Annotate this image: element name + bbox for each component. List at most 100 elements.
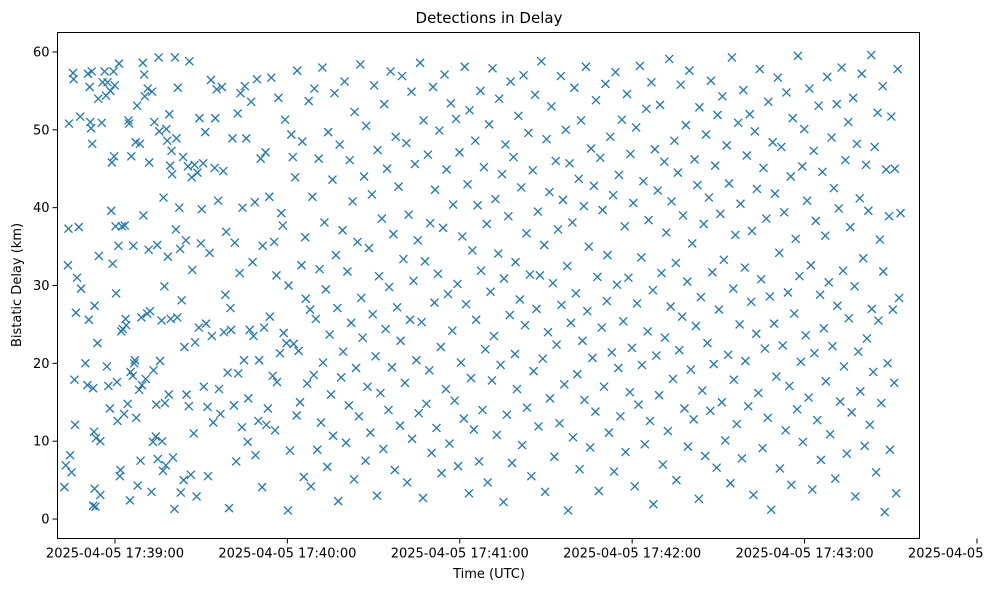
- data-point: [809, 348, 819, 358]
- data-point: [165, 161, 175, 171]
- data-point: [187, 172, 197, 182]
- data-point: [525, 270, 535, 280]
- data-point: [694, 494, 704, 504]
- data-point: [580, 395, 589, 405]
- x-tick-label: 2025-04-05 17:41:00: [391, 547, 529, 562]
- data-point: [174, 203, 184, 213]
- data-point: [651, 351, 661, 361]
- data-point: [719, 255, 729, 265]
- data-point: [590, 407, 600, 417]
- data-point: [867, 304, 877, 314]
- data-point: [84, 315, 94, 325]
- data-point: [158, 466, 168, 476]
- data-point: [760, 344, 770, 354]
- data-point: [311, 314, 321, 324]
- data-point: [763, 97, 773, 107]
- data-point: [131, 413, 141, 423]
- data-point: [151, 432, 161, 441]
- data-point: [858, 253, 868, 263]
- data-point: [832, 301, 842, 311]
- data-point: [690, 154, 699, 164]
- data-point: [88, 383, 98, 393]
- data-point: [184, 56, 194, 66]
- data-point: [288, 152, 298, 162]
- data-point: [743, 401, 753, 411]
- data-point: [806, 260, 816, 270]
- data-point: [817, 167, 827, 177]
- data-point: [522, 403, 532, 413]
- data-point: [625, 387, 635, 397]
- data-point: [845, 222, 855, 232]
- data-point: [644, 215, 654, 225]
- data-point: [368, 309, 378, 319]
- data-point: [105, 86, 115, 96]
- data-point: [687, 239, 697, 248]
- data-point: [732, 419, 742, 429]
- data-point: [401, 138, 411, 148]
- data-point: [133, 481, 143, 491]
- data-point: [555, 418, 564, 428]
- data-point: [529, 366, 539, 376]
- data-point: [359, 172, 369, 181]
- data-point: [270, 425, 280, 435]
- data-point: [411, 355, 421, 365]
- y-axis: 0 10 20 30 40 50 60: [33, 45, 58, 528]
- data-point: [771, 372, 781, 382]
- data-point: [623, 273, 633, 283]
- data-point: [371, 351, 381, 361]
- data-point: [333, 496, 343, 506]
- data-point: [466, 373, 476, 383]
- data-point: [421, 399, 431, 409]
- data-point: [65, 450, 75, 460]
- data-point: [712, 463, 722, 473]
- data-point: [496, 360, 506, 370]
- data-point: [648, 499, 658, 509]
- data-point: [630, 481, 640, 491]
- data-point: [71, 308, 81, 318]
- data-point: [822, 72, 832, 82]
- data-point: [589, 181, 599, 191]
- data-point: [336, 372, 346, 382]
- data-point: [886, 112, 896, 122]
- data-point: [376, 388, 385, 398]
- data-point: [848, 93, 858, 103]
- data-point: [707, 267, 717, 277]
- data-point: [273, 93, 283, 103]
- data-point: [139, 70, 149, 79]
- data-point: [218, 166, 228, 176]
- data-point: [634, 400, 643, 410]
- data-point: [417, 317, 427, 327]
- data-point: [219, 327, 229, 337]
- data-point: [782, 87, 791, 97]
- x-tick-label: 2025-04-05 17:44:00: [908, 547, 988, 562]
- data-point: [569, 83, 579, 93]
- data-point: [561, 125, 571, 135]
- data-point: [862, 333, 872, 343]
- data-point: [425, 218, 435, 228]
- data-point: [299, 472, 309, 482]
- data-point: [488, 63, 497, 73]
- data-point: [95, 436, 105, 446]
- data-point: [125, 495, 135, 505]
- data-point: [340, 77, 350, 87]
- data-point: [361, 121, 371, 131]
- data-point: [530, 90, 540, 100]
- data-point: [769, 319, 779, 329]
- data-point: [664, 54, 674, 64]
- data-point: [229, 400, 239, 410]
- data-point: [807, 484, 817, 494]
- data-point: [162, 136, 172, 146]
- data-point: [278, 221, 288, 231]
- data-point: [374, 271, 384, 281]
- data-point: [248, 257, 258, 267]
- data-point: [735, 319, 745, 329]
- data-point: [885, 445, 895, 455]
- data-point: [714, 305, 724, 315]
- data-point: [853, 347, 863, 357]
- data-point: [309, 84, 319, 94]
- data-point: [597, 323, 607, 332]
- data-point: [592, 272, 602, 282]
- data-point: [223, 368, 233, 378]
- data-point: [585, 442, 595, 452]
